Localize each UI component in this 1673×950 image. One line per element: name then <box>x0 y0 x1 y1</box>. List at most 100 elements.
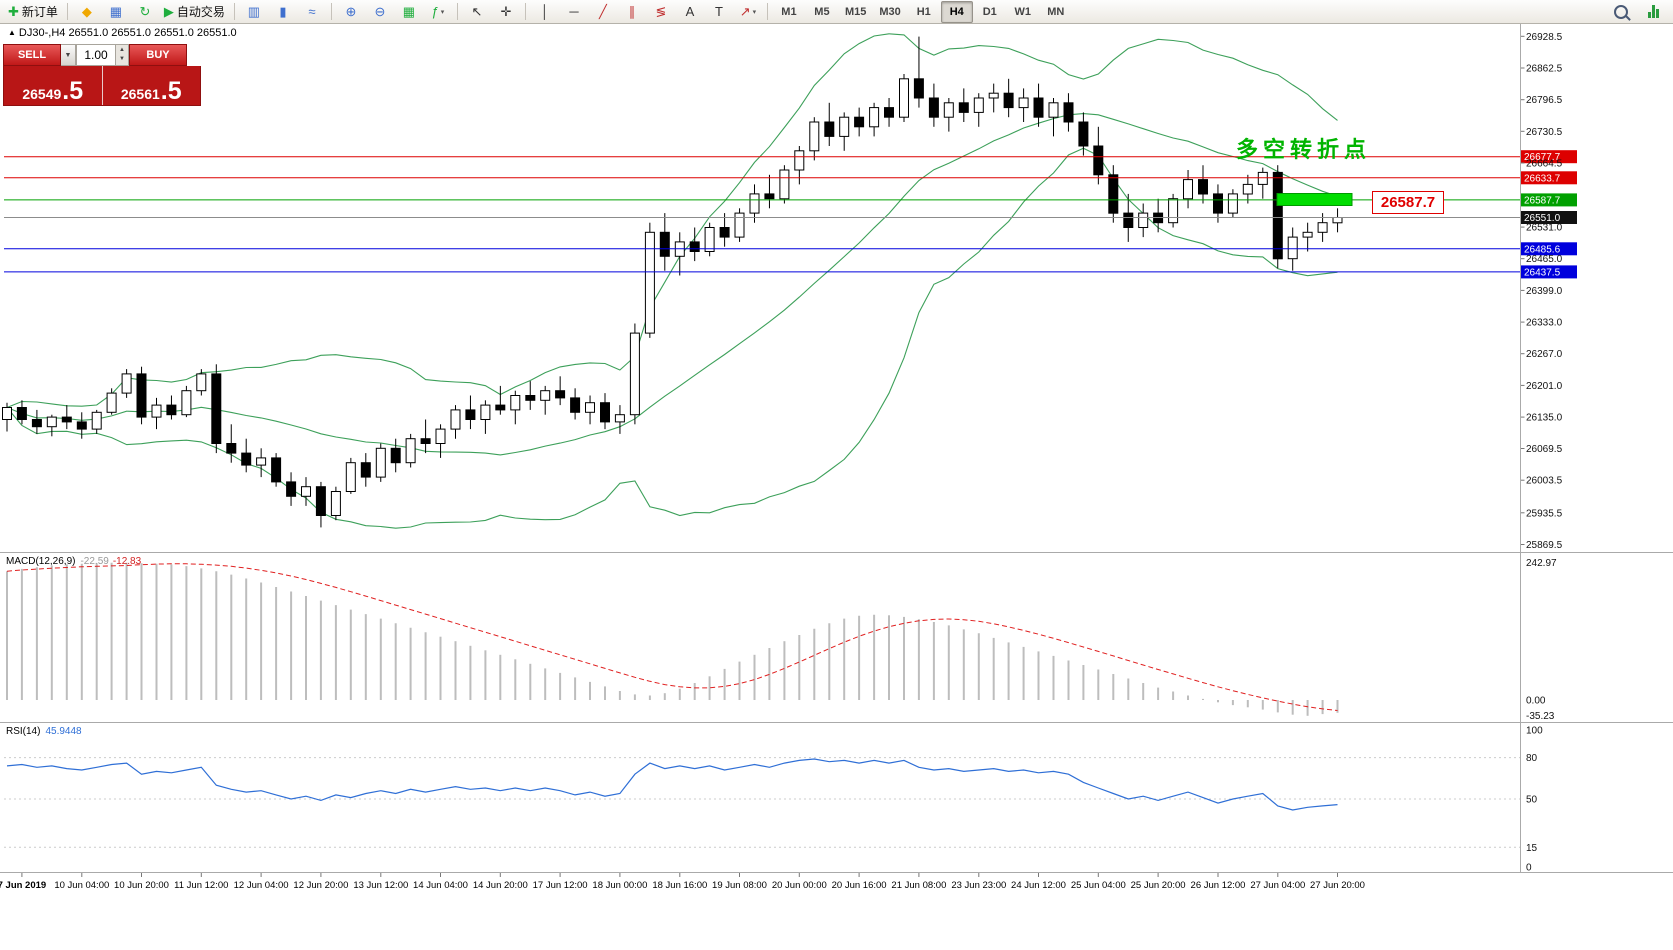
bear-candle <box>16 407 27 420</box>
price-line-label: 26633.7 <box>1524 173 1561 184</box>
sell-price[interactable]: 26549.5 <box>4 66 102 105</box>
timeframe-h4-button[interactable]: H4 <box>940 0 973 23</box>
timeframe-m15-button[interactable]: M15 <box>844 5 867 18</box>
sell-button[interactable]: SELL <box>3 44 61 66</box>
time-axis-label: 10 Jun 20:00 <box>114 880 169 891</box>
horizontal-line-icon[interactable]: ─ <box>560 1 588 23</box>
timeframe-w1-button[interactable]: W1 <box>1014 5 1032 18</box>
bull-candle <box>46 416 57 428</box>
vertical-line-icon-glyph: │ <box>540 4 549 19</box>
bear-candle <box>166 404 177 416</box>
bollinger-upper-line <box>6 33 1338 409</box>
time-axis-label: 27 Jun 04:00 <box>1250 880 1305 891</box>
indicators-icon[interactable]: ƒ ▾ <box>424 1 452 23</box>
candlestick-chart-icon[interactable]: ▮ <box>269 1 297 23</box>
bull-candle <box>256 457 267 466</box>
price-tick-label: 26003.5 <box>1526 476 1563 487</box>
line-chart-icon[interactable]: ≈ <box>298 1 326 23</box>
zoom-in-icon-glyph: ⊕ <box>345 4 357 19</box>
bull-candle <box>614 414 625 423</box>
search-icon[interactable] <box>1607 1 1635 23</box>
chart-title: ▲ DJ30-,H4 26551.0 26551.0 26551.0 26551.… <box>8 27 237 39</box>
price-callout[interactable]: 26587.7 <box>1372 191 1444 214</box>
chart-plot-area[interactable] <box>1 25 1519 553</box>
time-axis-label: 10 Jun 04:00 <box>54 880 109 891</box>
data-window-icon-glyph: ▦ <box>109 4 123 19</box>
rsi-axis-label: 50 <box>1526 795 1538 806</box>
price-tick-label: 26664.5 <box>1526 159 1563 170</box>
bear-candle <box>1123 212 1134 229</box>
zoom-in-icon[interactable]: ⊕ <box>337 1 365 23</box>
bear-candle <box>1063 102 1074 123</box>
chevron-down-icon[interactable]: ▾ <box>752 8 757 16</box>
bull-candle <box>196 373 207 392</box>
time-axis-label: 20 Jun 16:00 <box>832 880 887 891</box>
price-line-label: 26437.5 <box>1524 267 1561 278</box>
bear-candle <box>1198 179 1208 195</box>
toolbar-main-group: ✚ 新订单 ◆ ▦ ↻ ▶ 自动交易 ▥ ▮ ≈ ⊕ ⊖ ▦ ƒ ▾ ↖ ✛ │ ─ ╱ ∥ ≶ A T ↗ ▾ M1 M5 M15 M3… <box>4 0 1072 23</box>
equidistant-channel-icon[interactable]: ∥ <box>618 1 646 23</box>
time-axis-label: 17 Jun 12:00 <box>533 880 588 891</box>
vertical-line-icon[interactable]: │ <box>531 1 559 23</box>
market-watch-icon[interactable]: ◆ <box>73 1 101 23</box>
bull-candle <box>1257 171 1268 185</box>
bull-candle <box>540 390 551 401</box>
bear-candle <box>570 397 581 413</box>
new-chart-icon[interactable] <box>1639 1 1667 23</box>
crosshair-icon[interactable]: ✛ <box>492 1 520 23</box>
trendline-icon[interactable]: ╱ <box>589 1 617 23</box>
rsi-axis-label: 80 <box>1526 753 1538 764</box>
refresh-icon[interactable]: ↻ <box>131 1 159 23</box>
bear-candle <box>315 486 326 517</box>
zoom-out-icon[interactable]: ⊖ <box>366 1 394 23</box>
volume-dropdown-icon[interactable]: ▼ <box>61 44 76 66</box>
chevron-down-icon[interactable]: ▾ <box>440 8 445 16</box>
arrows-icon[interactable]: ↗ ▾ <box>734 1 762 23</box>
fibonacci-icon[interactable]: ≶ <box>647 1 675 23</box>
bear-candle <box>600 402 610 423</box>
volume-stepper[interactable]: ▲ ▼ <box>116 44 129 66</box>
bull-candle <box>734 212 745 238</box>
bull-candle <box>644 231 655 334</box>
time-axis-label: 24 Jun 12:00 <box>1011 880 1066 891</box>
bull-candle <box>1242 183 1253 195</box>
tile-windows-icon[interactable]: ▦ <box>395 1 423 23</box>
buy-price[interactable]: 26561.5 <box>103 66 201 105</box>
timeframe-mn-button[interactable]: MN <box>1047 5 1065 18</box>
volume-input[interactable] <box>76 44 116 66</box>
timeframe-d1-button[interactable]: D1 <box>982 5 997 18</box>
price-line-label: 26551.0 <box>1524 213 1561 224</box>
text-icon-glyph: A <box>685 4 695 19</box>
one-click-trading-panel: SELL ▼ ▲ ▼ BUY 26549.5 26561.5 <box>3 44 201 106</box>
toolbar-separator <box>766 3 768 20</box>
time-axis-label: 18 Jun 16:00 <box>652 880 707 891</box>
timeframe-m30-button[interactable]: M30 <box>879 5 901 18</box>
timeframe-h1-button[interactable]: H1 <box>916 5 931 18</box>
stepper-up-icon[interactable]: ▲ <box>119 47 125 53</box>
stepper-down-icon[interactable]: ▼ <box>119 56 125 62</box>
macd-axis-label: 242.97 <box>1526 558 1557 569</box>
buy-button[interactable]: BUY <box>129 44 187 66</box>
data-window-icon[interactable]: ▦ <box>102 1 130 23</box>
timeframe-m1-button[interactable]: M1 <box>781 5 797 18</box>
timeframe-m5-button[interactable]: M5 <box>814 5 830 18</box>
bar-chart-icon[interactable]: ▥ <box>240 1 268 23</box>
cursor-icon[interactable]: ↖ <box>463 1 491 23</box>
new-order-button[interactable]: ✚ 新订单 <box>4 1 62 23</box>
bull-candle <box>480 404 491 421</box>
sell-price-main: 26549 <box>22 86 62 102</box>
autotrading-button[interactable]: ▶ 自动交易 <box>160 1 229 23</box>
new-order-button-label: 新订单 <box>21 5 58 19</box>
bull-candle <box>405 438 416 464</box>
text-label-icon[interactable]: T <box>705 1 733 23</box>
zoom-out-icon-glyph: ⊖ <box>374 4 386 19</box>
bull-candle <box>345 462 356 493</box>
bear-candle <box>555 390 566 399</box>
highlight-rectangle[interactable] <box>1276 193 1353 206</box>
price-tick-label: 26928.5 <box>1526 32 1563 43</box>
time-axis-label: 14 Jun 20:00 <box>473 880 528 891</box>
text-icon[interactable]: A <box>676 1 704 23</box>
bear-candle <box>31 419 42 428</box>
price-tick-label: 26465.0 <box>1526 254 1563 265</box>
